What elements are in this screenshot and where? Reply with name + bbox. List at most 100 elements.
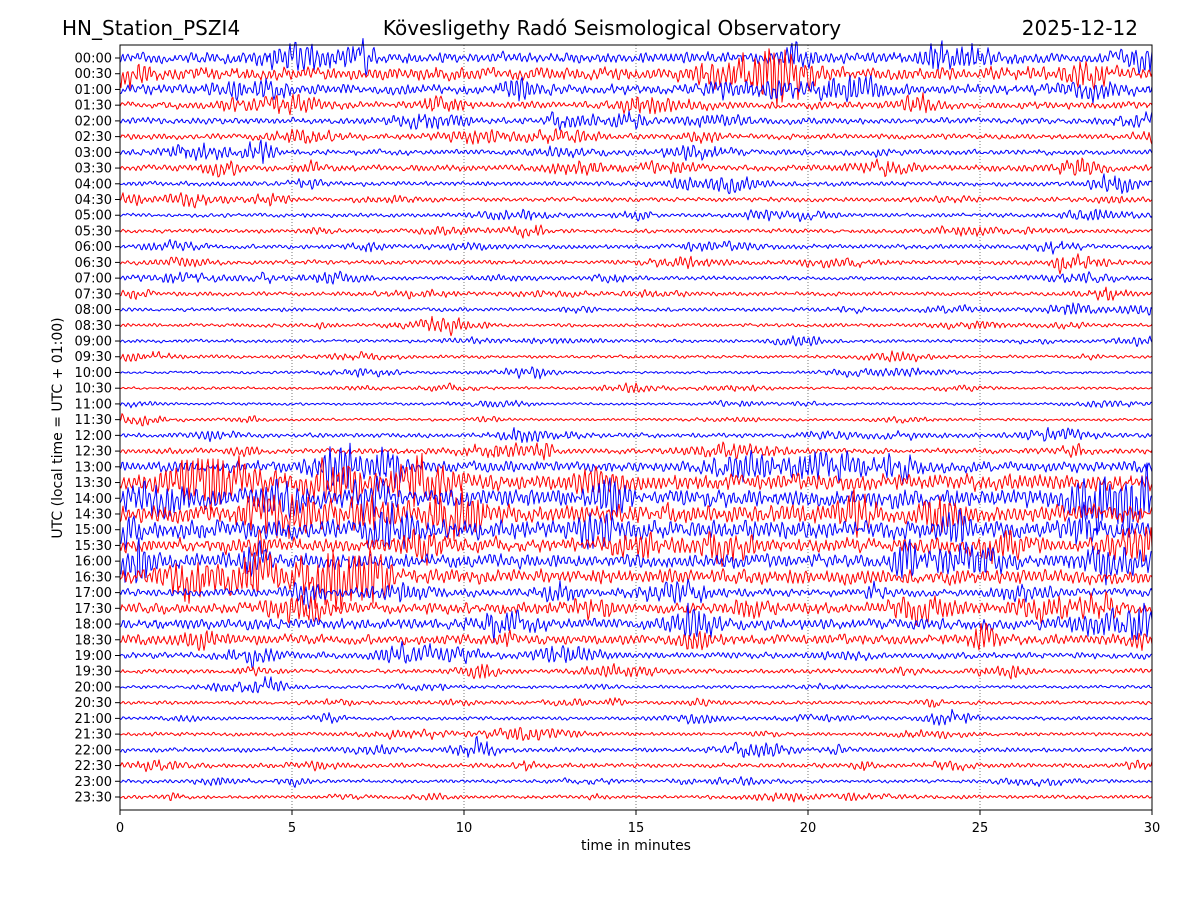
trace-2330 — [120, 792, 1153, 803]
trace-0000 — [119, 38, 1153, 76]
trace-1630 — [119, 548, 1153, 610]
y-tick-label: 16:00 — [75, 555, 112, 570]
trace-0400 — [119, 173, 1153, 195]
trace-1430 — [119, 487, 1153, 541]
y-tick-label: 10:00 — [75, 366, 112, 381]
trace-2030 — [119, 697, 1153, 708]
x-tick-label: 25 — [972, 821, 989, 836]
y-tick-label: 15:30 — [75, 539, 112, 554]
y-tick-label: 11:30 — [75, 413, 112, 428]
trace-0530 — [119, 224, 1153, 239]
trace-2130 — [119, 726, 1153, 741]
y-tick-label: 04:30 — [75, 193, 112, 208]
trace-1600 — [119, 537, 1153, 586]
y-tick-label: 18:00 — [75, 618, 112, 633]
trace-0600 — [119, 239, 1153, 255]
y-tick-label: 05:00 — [75, 209, 112, 224]
trace-1000 — [120, 366, 1153, 380]
y-tick-label: 17:00 — [75, 586, 112, 601]
trace-0100 — [119, 75, 1153, 104]
date-title: 2025-12-12 — [1022, 16, 1138, 40]
y-tick-label: 13:30 — [75, 476, 112, 491]
trace-1100 — [119, 399, 1153, 409]
y-tick-label: 17:30 — [75, 602, 112, 617]
trace-1730 — [119, 591, 1153, 626]
y-tick-label: 05:30 — [75, 224, 112, 239]
y-tick-label: 01:00 — [75, 83, 112, 98]
trace-0330 — [119, 157, 1153, 178]
y-tick-label: 06:30 — [75, 256, 112, 271]
trace-1130 — [119, 413, 1153, 427]
y-tick-label: 11:00 — [75, 397, 112, 412]
y-tick-label: 15:00 — [75, 523, 112, 538]
traces — [119, 38, 1153, 803]
y-tick-label: 20:00 — [75, 680, 112, 695]
x-tick-label: 0 — [116, 821, 124, 836]
y-tick-label: 00:30 — [75, 67, 112, 82]
trace-2230 — [119, 759, 1153, 773]
y-axis-label: UTC (local time = UTC + 01:00) — [50, 317, 66, 538]
trace-2300 — [119, 776, 1153, 788]
y-tick-label: 07:00 — [75, 272, 112, 287]
trace-1230 — [119, 441, 1153, 461]
trace-1030 — [119, 382, 1153, 393]
trace-1800 — [119, 602, 1153, 643]
trace-0630 — [119, 253, 1153, 275]
chart-title: Kövesligethy Radó Seismological Observat… — [383, 16, 841, 40]
x-tick-label: 15 — [628, 821, 645, 836]
trace-1330 — [119, 452, 1153, 514]
x-tick-label: 30 — [1144, 821, 1161, 836]
trace-0430 — [119, 192, 1153, 209]
y-tick-label: 14:00 — [75, 492, 112, 507]
trace-1200 — [119, 427, 1153, 443]
y-tick-label: 02:00 — [75, 114, 112, 129]
station-title: HN_Station_PSZI4 — [62, 16, 240, 40]
y-tick-label: 08:30 — [75, 319, 112, 334]
y-tick-label: 13:00 — [75, 460, 112, 475]
y-tick-label: 22:30 — [75, 759, 112, 774]
y-tick-label: 22:00 — [75, 743, 112, 758]
x-tick-label: 5 — [288, 821, 296, 836]
trace-1700 — [119, 578, 1153, 609]
trace-0030 — [119, 48, 1153, 107]
y-tick-label: 08:00 — [75, 303, 112, 318]
y-tick-label: 09:00 — [75, 335, 112, 350]
trace-1300 — [119, 442, 1153, 491]
trace-0830 — [119, 315, 1153, 337]
trace-0930 — [119, 350, 1153, 363]
x-axis-label: time in minutes — [581, 838, 691, 854]
x-tick-label: 20 — [800, 821, 817, 836]
y-tick-label: 10:30 — [75, 382, 112, 397]
trace-0230 — [119, 128, 1153, 145]
y-tick-label: 21:30 — [75, 728, 112, 743]
y-tick-label: 12:30 — [75, 445, 112, 460]
trace-2000 — [119, 676, 1153, 694]
x-tick-label: 10 — [456, 821, 473, 836]
y-tick-label: 23:00 — [75, 775, 112, 790]
y-tick-label: 23:30 — [75, 791, 112, 806]
y-tick-label: 19:00 — [75, 649, 112, 664]
y-tick-label: 03:00 — [75, 146, 112, 161]
y-tick-label: 03:30 — [75, 162, 112, 177]
y-tick-label: 04:00 — [75, 177, 112, 192]
trace-1930 — [119, 663, 1153, 680]
y-tick-label: 19:30 — [75, 665, 112, 680]
y-tick-label: 07:30 — [75, 287, 112, 302]
trace-0300 — [119, 139, 1153, 164]
y-tick-label: 16:30 — [75, 570, 112, 585]
trace-0700 — [119, 270, 1153, 285]
y-tick-label: 02:30 — [75, 130, 112, 145]
trace-0200 — [119, 110, 1153, 131]
trace-0730 — [119, 286, 1153, 301]
x-axis: 0 5 10 15 20 25 30 — [116, 810, 1160, 836]
trace-1530 — [119, 526, 1153, 567]
trace-0130 — [119, 92, 1153, 116]
y-axis: 00:0000:3001:0001:3002:0002:3003:0003:30… — [75, 52, 120, 806]
y-tick-label: 21:00 — [75, 712, 112, 727]
trace-2100 — [119, 708, 1153, 726]
trace-1900 — [119, 641, 1153, 669]
trace-0500 — [119, 208, 1153, 223]
y-tick-label: 06:00 — [75, 240, 112, 255]
trace-1830 — [119, 622, 1153, 651]
